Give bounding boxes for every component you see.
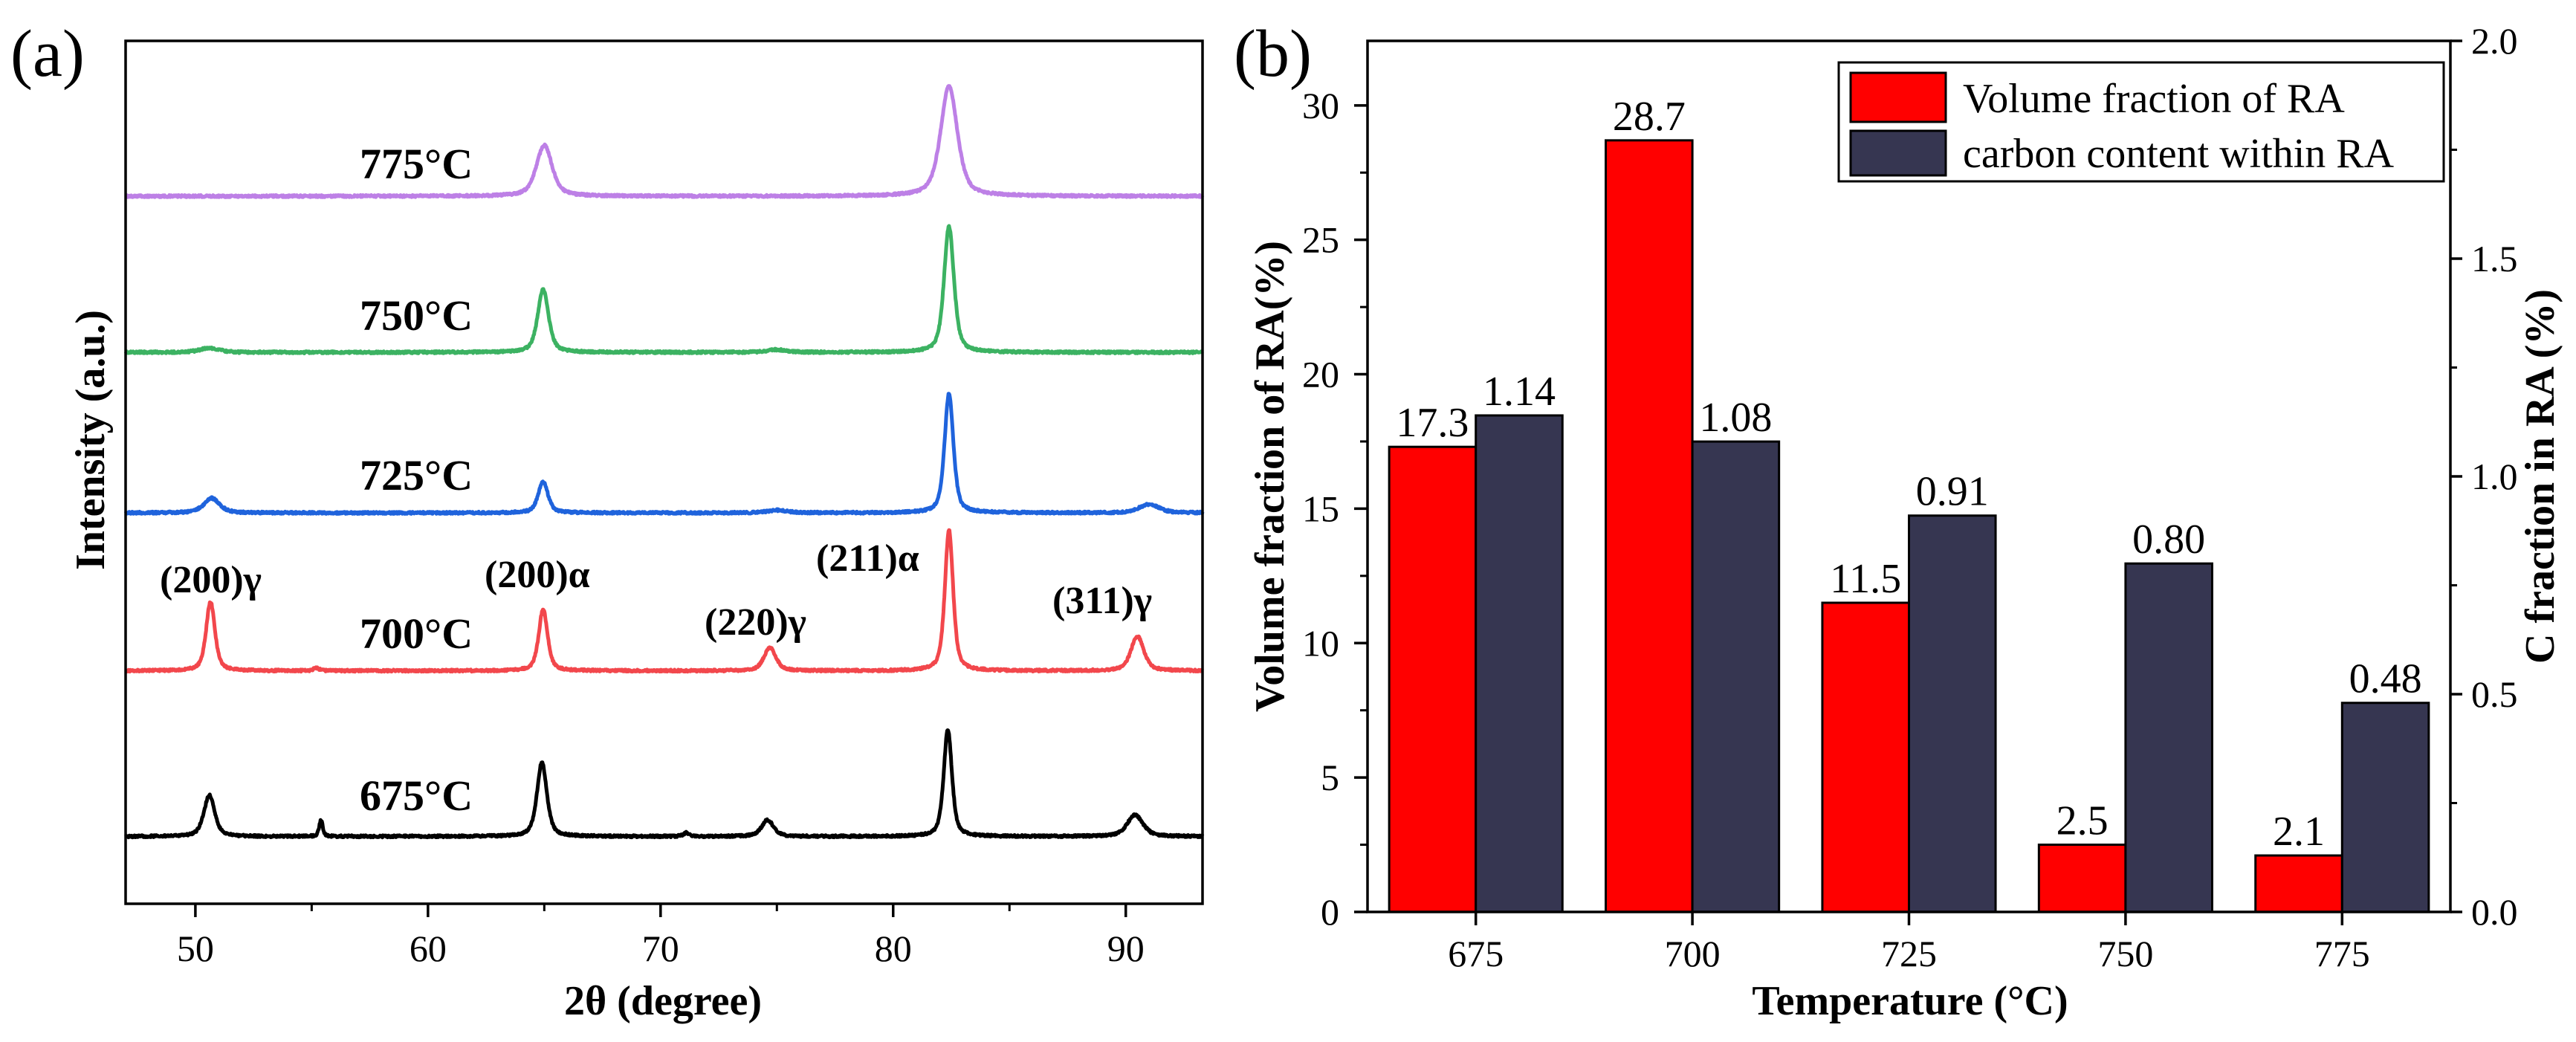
curve-label-700c: 700°C bbox=[360, 609, 473, 658]
right-y-tick-label: 1.0 bbox=[2471, 456, 2518, 497]
panel-a-label: (a) bbox=[10, 17, 85, 91]
curve-label-775c: 775°C bbox=[360, 140, 473, 188]
carbon-content-within-ra-value-label: 0.91 bbox=[1916, 469, 1989, 515]
carbon-content-within-ra-value-label: 1.14 bbox=[1483, 369, 1556, 415]
panel-b-x-axis-title: Temperature (°C) bbox=[1752, 978, 2068, 1024]
legend-label-carbon-content: carbon content within RA bbox=[1963, 131, 2395, 177]
bar-value-labels: 17.3 28.7 11.5 2.5 2.1 1.14 1.08 0.91 0.80 0.48 bbox=[1396, 94, 2421, 855]
volume-fraction-of-ra-bar bbox=[1821, 601, 1910, 913]
volume-fraction-of-ra-value-label: 11.5 bbox=[1830, 556, 1901, 602]
panel-a-y-axis-title: Intensity (a.u.) bbox=[68, 310, 114, 570]
x-tick-label: 750 bbox=[2097, 933, 2153, 974]
right-y-tick-label: 0.5 bbox=[2471, 673, 2518, 715]
x-tick-label: 70 bbox=[642, 928, 679, 969]
left-y-tick-label: 5 bbox=[1321, 757, 1339, 798]
volume-fraction-of-ra-value-label: 17.3 bbox=[1396, 400, 1469, 446]
carbon-content-within-ra-bar bbox=[2124, 562, 2213, 913]
x-tick-label: 700 bbox=[1665, 933, 1721, 974]
x-tick-label: 90 bbox=[1107, 928, 1145, 969]
left-y-tick-label: 20 bbox=[1302, 354, 1339, 395]
legend-swatch-volume-fraction bbox=[1849, 71, 1947, 123]
peak-label-200-alpha: (200)α bbox=[485, 554, 590, 596]
panel-a-x-axis-title: 2θ (degree) bbox=[564, 978, 762, 1024]
xrd-curve-775-c bbox=[124, 84, 1205, 199]
volume-fraction-of-ra-value-label: 2.1 bbox=[2273, 809, 2325, 855]
volume-fraction-of-ra-bar bbox=[1388, 445, 1478, 913]
legend: Volume fraction of RA carbon content wit… bbox=[1837, 61, 2445, 183]
panel-a-xrd-chart: (a) 50 60 70 80 90 775°C 750°C 725°C 700°C 6… bbox=[10, 17, 1205, 1024]
left-y-tick-label: 10 bbox=[1302, 622, 1339, 664]
xrd-curve-700-c bbox=[124, 528, 1205, 674]
left-y-tick-label: 0 bbox=[1321, 891, 1339, 933]
curve-label-725c: 725°C bbox=[360, 451, 473, 499]
left-y-tick-label: 15 bbox=[1302, 488, 1339, 529]
x-tick-label: 50 bbox=[177, 928, 214, 969]
volume-fraction-of-ra-bar bbox=[1605, 139, 1694, 913]
panel-b-bar-chart: (b) 17.3 28.7 11.5 2.5 2.1 1.14 1.08 0.91 0.80 0.… bbox=[1234, 17, 2563, 1024]
carbon-content-within-ra-bar bbox=[1475, 414, 1564, 913]
peak-label-311-gamma: (311)γ bbox=[1052, 580, 1152, 622]
left-y-tick-label: 25 bbox=[1302, 219, 1339, 261]
x-tick-label: 675 bbox=[1448, 933, 1504, 974]
x-tick-label: 60 bbox=[410, 928, 447, 969]
curve-label-675c: 675°C bbox=[360, 771, 473, 820]
right-y-tick-label: 2.0 bbox=[2471, 20, 2518, 62]
panel-b-label: (b) bbox=[1234, 17, 1312, 91]
volume-fraction-of-ra-value-label: 28.7 bbox=[1613, 94, 1686, 140]
volume-fraction-of-ra-bar bbox=[2254, 854, 2343, 913]
right-y-tick-label: 1.5 bbox=[2471, 238, 2518, 279]
right-y-tick-label: 0.0 bbox=[2471, 891, 2518, 933]
peak-label-220-gamma: (220)γ bbox=[705, 601, 806, 644]
carbon-content-within-ra-value-label: 0.80 bbox=[2132, 517, 2205, 563]
carbon-content-within-ra-bar bbox=[2340, 702, 2430, 913]
xrd-curve-750-c bbox=[123, 224, 1204, 355]
x-tick-label: 725 bbox=[1881, 933, 1937, 974]
legend-label-volume-fraction: Volume fraction of RA bbox=[1963, 76, 2345, 122]
x-tick-label: 80 bbox=[875, 928, 912, 969]
legend-swatch-carbon-content bbox=[1849, 129, 1947, 177]
panel-b-left-y-axis-title: Volume fraction of RA(%) bbox=[1247, 241, 1293, 712]
volume-fraction-of-ra-bar bbox=[2037, 844, 2127, 913]
xrd-curves bbox=[123, 84, 1205, 840]
left-y-tick-label: 30 bbox=[1302, 85, 1339, 126]
peak-label-211-alpha: (211)α bbox=[816, 537, 919, 580]
panel-a-plot-frame bbox=[124, 39, 1204, 905]
carbon-content-within-ra-bar bbox=[1691, 440, 1781, 913]
bars bbox=[1388, 139, 2430, 913]
peak-label-200-gamma: (200)γ bbox=[160, 559, 262, 601]
carbon-content-within-ra-value-label: 1.08 bbox=[1699, 395, 1772, 441]
xrd-curve-725-c bbox=[123, 392, 1205, 516]
curve-label-750c: 750°C bbox=[360, 291, 473, 340]
x-tick-label: 775 bbox=[2314, 933, 2370, 974]
volume-fraction-of-ra-value-label: 2.5 bbox=[2056, 798, 2109, 844]
carbon-content-within-ra-value-label: 0.48 bbox=[2349, 656, 2422, 702]
panel-b-right-y-axis-title: C fraction in RA (%) bbox=[2517, 289, 2563, 664]
panel-b-axes: 675 700 725 750 775 0 5 10 15 20 25 30 0.0 0.5 1.0 1.5 2… bbox=[1302, 20, 2518, 974]
carbon-content-within-ra-bar bbox=[1908, 514, 1997, 913]
panel-a-x-axis: 50 60 70 80 90 bbox=[177, 904, 1145, 969]
xrd-curve-675-c bbox=[124, 728, 1205, 840]
